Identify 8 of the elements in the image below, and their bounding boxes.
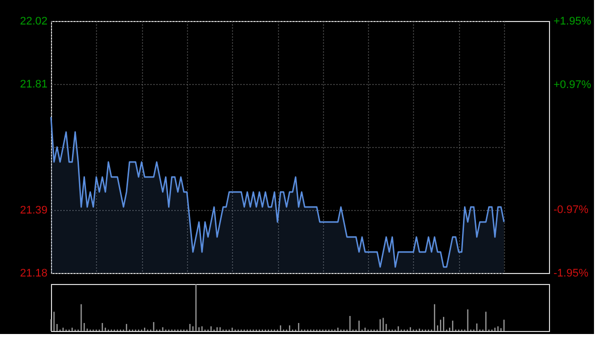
y-tick-label: 22.02: [20, 16, 48, 28]
y-tick-label: 21.39: [20, 204, 48, 216]
y2-tick-label: +0.97%: [554, 78, 592, 91]
y2-tick-label: -0.97%: [554, 204, 589, 216]
y2-tick-label: +1.95%: [554, 16, 592, 28]
y-tick-label: 21.18: [20, 268, 48, 280]
y2-tick-label: -1.95%: [554, 268, 589, 280]
y-tick-label: 21.81: [20, 78, 48, 90]
